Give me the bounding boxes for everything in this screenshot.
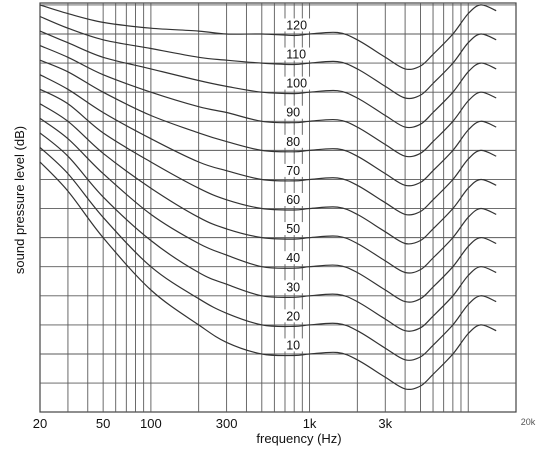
phon-curve-100 (39, 30, 497, 129)
curve-label-bg (284, 47, 313, 61)
curve-label-bg (284, 222, 305, 236)
x-axis-label: frequency (Hz) (256, 431, 341, 446)
y-axis-label: sound pressure level (dB) (12, 126, 27, 274)
curve-label-bg (284, 338, 305, 352)
x-tick-label-20: 20 (33, 416, 47, 431)
grid-layer (39, 2, 517, 413)
phon-curve-20 (39, 147, 497, 361)
curve-layer (39, 4, 497, 391)
curve-label-bg (284, 134, 305, 148)
x-tick-label-3k: 3k (378, 416, 392, 431)
label-layer: 10 20 30 40 50 60 70 80 90 100 110 120 (284, 18, 313, 352)
phon-curve-50 (39, 103, 497, 274)
curve-label-90: 90 (286, 106, 300, 120)
curve-label-bg (284, 105, 305, 119)
phon-curve-30 (39, 132, 497, 332)
curve-label-20: 20 (286, 309, 300, 323)
x-tick-label-20k: 20k (521, 417, 536, 427)
curve-label-bg (284, 76, 313, 90)
plot-frame (39, 2, 517, 413)
curve-label-bg (284, 18, 313, 32)
curve-label-40: 40 (286, 251, 300, 265)
phon-curve-120 (39, 4, 497, 71)
x-tick-label-1k: 1k (303, 416, 317, 431)
tick-layer: 20 50 100 300 1k 3k 20k (33, 416, 536, 431)
phon-curve-90 (39, 45, 497, 158)
x-tick-label-100: 100 (140, 416, 162, 431)
curve-label-100: 100 (286, 77, 307, 91)
phon-curve-60 (39, 88, 497, 245)
x-tick-label-50: 50 (96, 416, 110, 431)
curve-label-50: 50 (286, 222, 300, 236)
phon-curve-80 (39, 59, 497, 187)
curve-label-120: 120 (286, 18, 307, 32)
curve-label-bg (284, 163, 305, 177)
x-tick-label-300: 300 (216, 416, 238, 431)
phon-curve-40 (39, 117, 497, 303)
curve-label-80: 80 (286, 135, 300, 149)
phon-curve-110 (39, 15, 497, 100)
curve-label-70: 70 (286, 164, 300, 178)
curve-label-110: 110 (286, 48, 306, 62)
curve-label-bg (284, 193, 305, 206)
curve-label-bg (284, 309, 305, 323)
curve-label-60: 60 (286, 193, 300, 207)
curve-label-30: 30 (286, 280, 300, 294)
curve-label-10: 10 (286, 338, 300, 352)
phon-curve-10 (39, 161, 497, 391)
curve-label-bg (284, 251, 305, 265)
curve-label-bg (284, 280, 305, 294)
phon-curve-70 (39, 74, 497, 216)
